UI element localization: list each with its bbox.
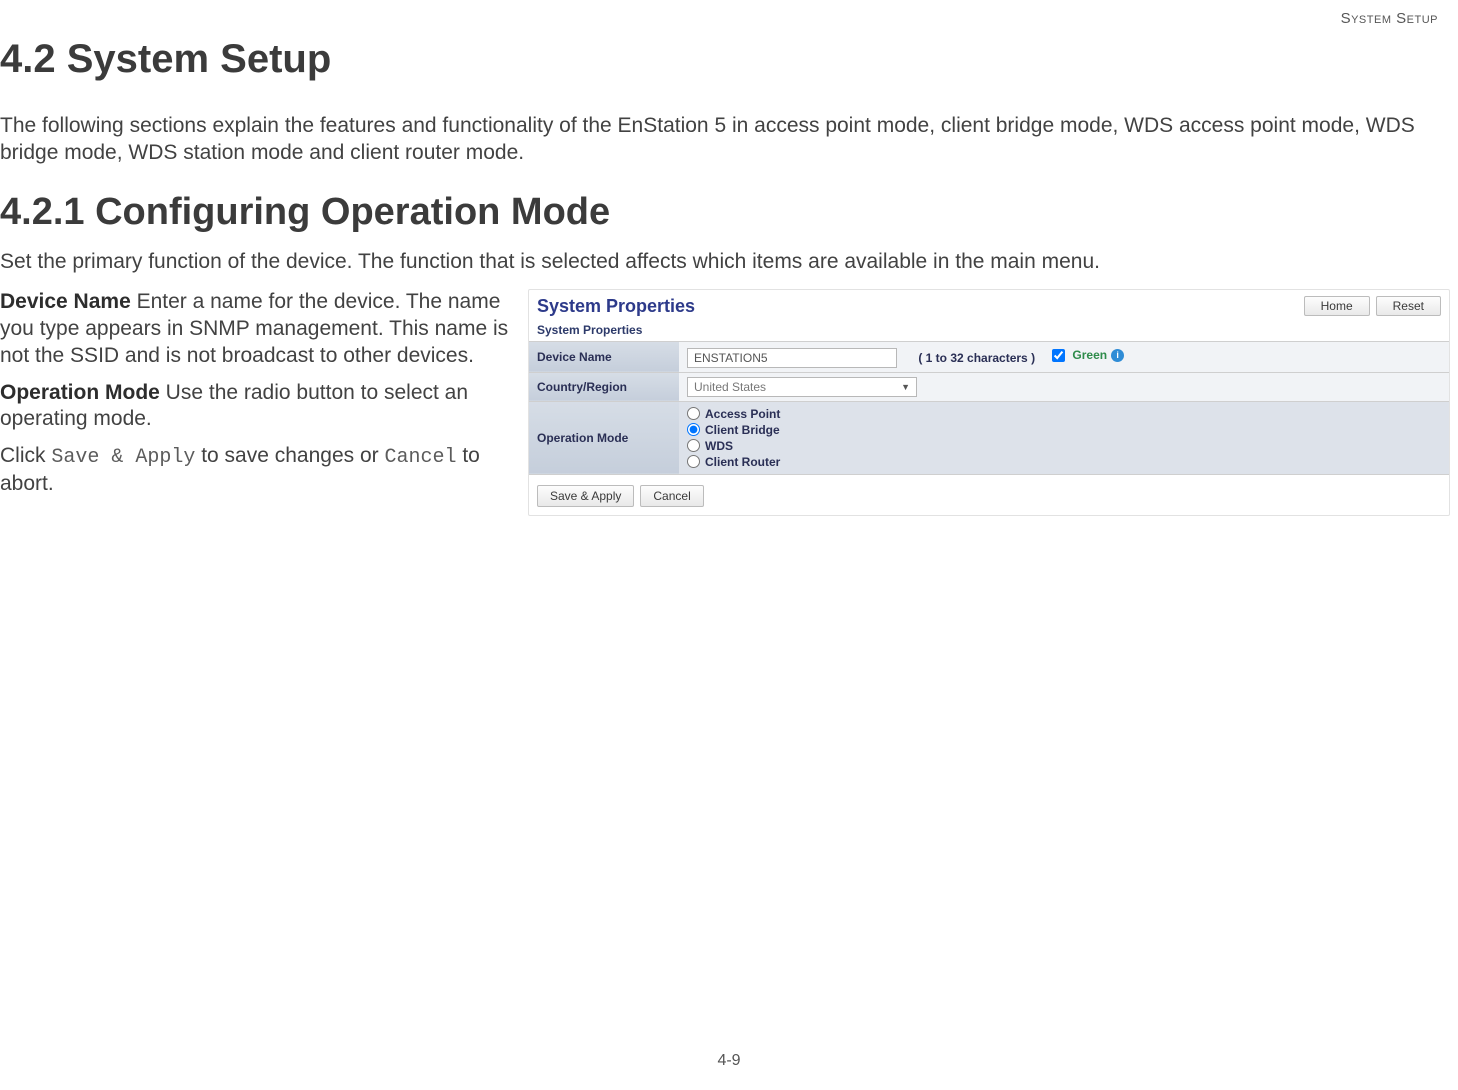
- save-apply-button[interactable]: Save & Apply: [537, 485, 634, 507]
- operation-mode-term: Operation Mode: [0, 381, 160, 404]
- panel-header: System Properties Home Reset: [529, 290, 1449, 321]
- opmode-option-access-point: Access Point: [687, 406, 1441, 422]
- country-value: United States: [694, 380, 766, 394]
- panel-title: System Properties: [537, 296, 695, 317]
- running-head: System Setup: [0, 10, 1450, 27]
- opmode-text-2: WDS: [705, 439, 733, 453]
- two-column-layout: Device Name Enter a name for the device.…: [0, 289, 1450, 516]
- row-operation-mode: Operation Mode Access Point Client Bridg…: [529, 401, 1449, 474]
- device-name-input[interactable]: [687, 348, 897, 368]
- reset-button[interactable]: Reset: [1376, 296, 1441, 316]
- opmode-text-3: Client Router: [705, 455, 780, 469]
- country-select[interactable]: United States ▼: [687, 377, 917, 397]
- operation-mode-desc: Operation Mode Use the radio button to s…: [0, 380, 510, 434]
- cancel-button[interactable]: Cancel: [640, 485, 703, 507]
- opmode-option-client-bridge: Client Bridge: [687, 422, 1441, 438]
- opmode-label: Operation Mode: [529, 401, 679, 474]
- panel-actions: Save & Apply Cancel: [529, 475, 1449, 515]
- subsection-heading: 4.2.1 Configuring Operation Mode: [0, 191, 1450, 234]
- device-name-cell: ( 1 to 32 characters ) Green i: [679, 341, 1449, 372]
- device-name-term: Device Name: [0, 290, 131, 313]
- cancel-inline: Cancel: [385, 446, 457, 469]
- panel-top-buttons: Home Reset: [1304, 296, 1441, 316]
- opmode-text-0: Access Point: [705, 407, 780, 421]
- properties-table: Device Name ( 1 to 32 characters ) Green…: [529, 341, 1449, 475]
- section-intro: The following sections explain the featu…: [0, 112, 1450, 167]
- section-heading: 4.2 System Setup: [0, 37, 1450, 82]
- device-name-label: Device Name: [529, 341, 679, 372]
- system-properties-panel: System Properties Home Reset System Prop…: [528, 289, 1450, 516]
- opmode-cell: Access Point Client Bridge WDS: [679, 401, 1449, 474]
- country-label: Country/Region: [529, 372, 679, 401]
- opmode-text-1: Client Bridge: [705, 423, 780, 437]
- opmode-option-wds: WDS: [687, 438, 1441, 454]
- device-name-desc: Device Name Enter a name for the device.…: [0, 289, 510, 370]
- opmode-radio-access-point[interactable]: [687, 407, 700, 420]
- subsection-lead: Set the primary function of the device. …: [0, 248, 1450, 275]
- screenshot-column: System Properties Home Reset System Prop…: [528, 289, 1450, 516]
- chevron-down-icon: ▼: [901, 382, 910, 392]
- info-icon[interactable]: i: [1111, 349, 1124, 362]
- panel-subheading: System Properties: [529, 321, 1449, 341]
- green-checkbox-group: Green i: [1048, 346, 1124, 365]
- row-device-name: Device Name ( 1 to 32 characters ) Green…: [529, 341, 1449, 372]
- country-cell: United States ▼: [679, 372, 1449, 401]
- descriptions-column: Device Name Enter a name for the device.…: [0, 289, 510, 508]
- row-country: Country/Region United States ▼: [529, 372, 1449, 401]
- char-limit-note: ( 1 to 32 characters ): [918, 351, 1035, 365]
- home-button[interactable]: Home: [1304, 296, 1370, 316]
- opmode-radio-client-bridge[interactable]: [687, 423, 700, 436]
- green-label: Green: [1072, 348, 1107, 362]
- manual-page: System Setup 4.2 System Setup The follow…: [0, 0, 1458, 1090]
- green-checkbox[interactable]: [1052, 349, 1065, 362]
- opmode-option-client-router: Client Router: [687, 454, 1441, 470]
- page-number: 4-9: [0, 1052, 1458, 1070]
- click-instruction: Click Save & Apply to save changes or Ca…: [0, 443, 510, 497]
- save-apply-inline: Save & Apply: [51, 446, 195, 469]
- opmode-radio-client-router[interactable]: [687, 455, 700, 468]
- opmode-radio-wds[interactable]: [687, 439, 700, 452]
